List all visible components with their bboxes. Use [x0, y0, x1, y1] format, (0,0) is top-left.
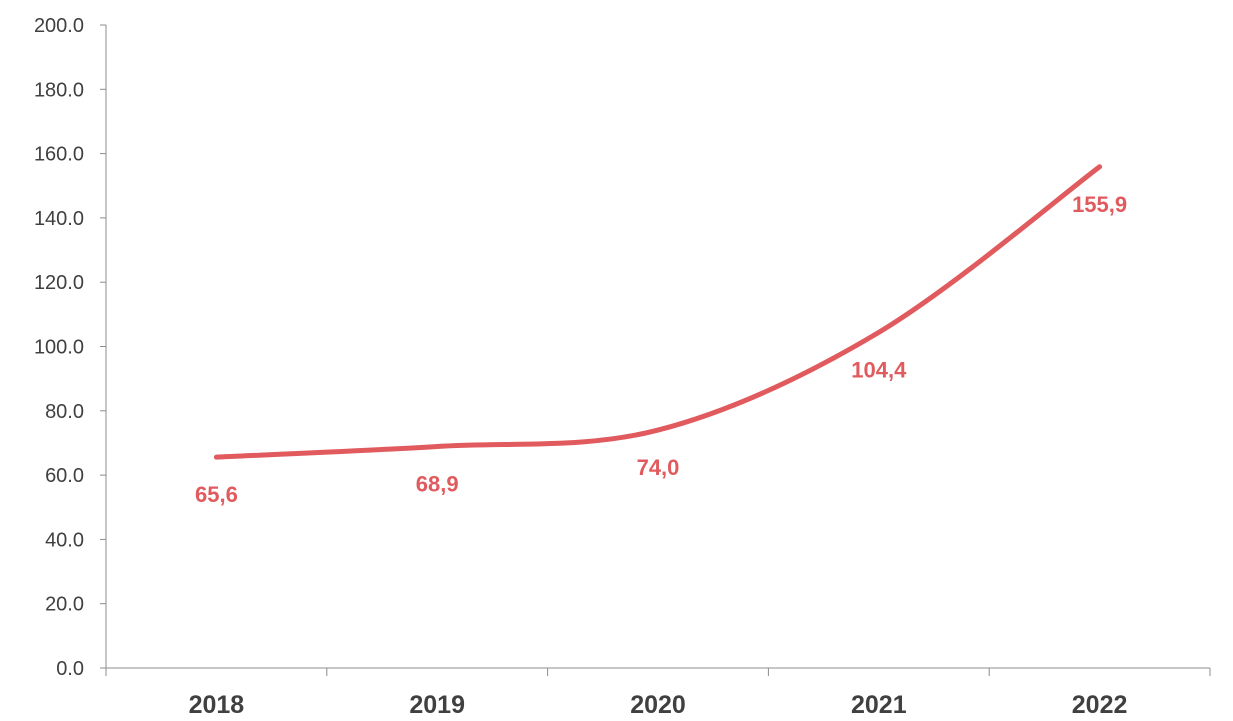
- y-tick-label: 20.0: [45, 594, 84, 616]
- y-tick-label: 40.0: [45, 529, 84, 551]
- x-tick-label: 2021: [851, 691, 907, 719]
- data-label: 74,0: [637, 455, 680, 480]
- x-tick-label: 2019: [409, 691, 465, 719]
- series-line: [213, 164, 1103, 460]
- y-tick-label: 200.0: [34, 15, 84, 37]
- y-tick-label: 180.0: [34, 79, 84, 101]
- data-labels: 65,6 68,9 74,0 104,4 155,9: [195, 192, 1127, 507]
- x-tick-label: 2020: [630, 691, 686, 719]
- y-tick-label: 100.0: [34, 337, 84, 359]
- x-axis: 2018 2019 2020 2021 2022: [105, 667, 1211, 719]
- series-layer: [213, 164, 1103, 460]
- y-tick-label: 140.0: [34, 208, 84, 230]
- x-tick-label: 2018: [189, 691, 245, 719]
- y-axis: 0.0 20.0 40.0 60.0 80.0 100.0 120.0 140.0 160.0 1…: [34, 15, 107, 680]
- y-tick-label: 60.0: [45, 465, 84, 487]
- data-label: 155,9: [1072, 192, 1127, 217]
- data-label: 65,6: [195, 482, 238, 507]
- y-tick-label: 160.0: [34, 144, 84, 166]
- y-tick-label: 120.0: [34, 272, 84, 294]
- y-tick-label: 0.0: [56, 658, 84, 680]
- data-label: 68,9: [416, 471, 459, 496]
- x-tick-label: 2022: [1072, 691, 1128, 719]
- y-tick-label: 80.0: [45, 401, 84, 423]
- data-label: 104,4: [851, 357, 907, 382]
